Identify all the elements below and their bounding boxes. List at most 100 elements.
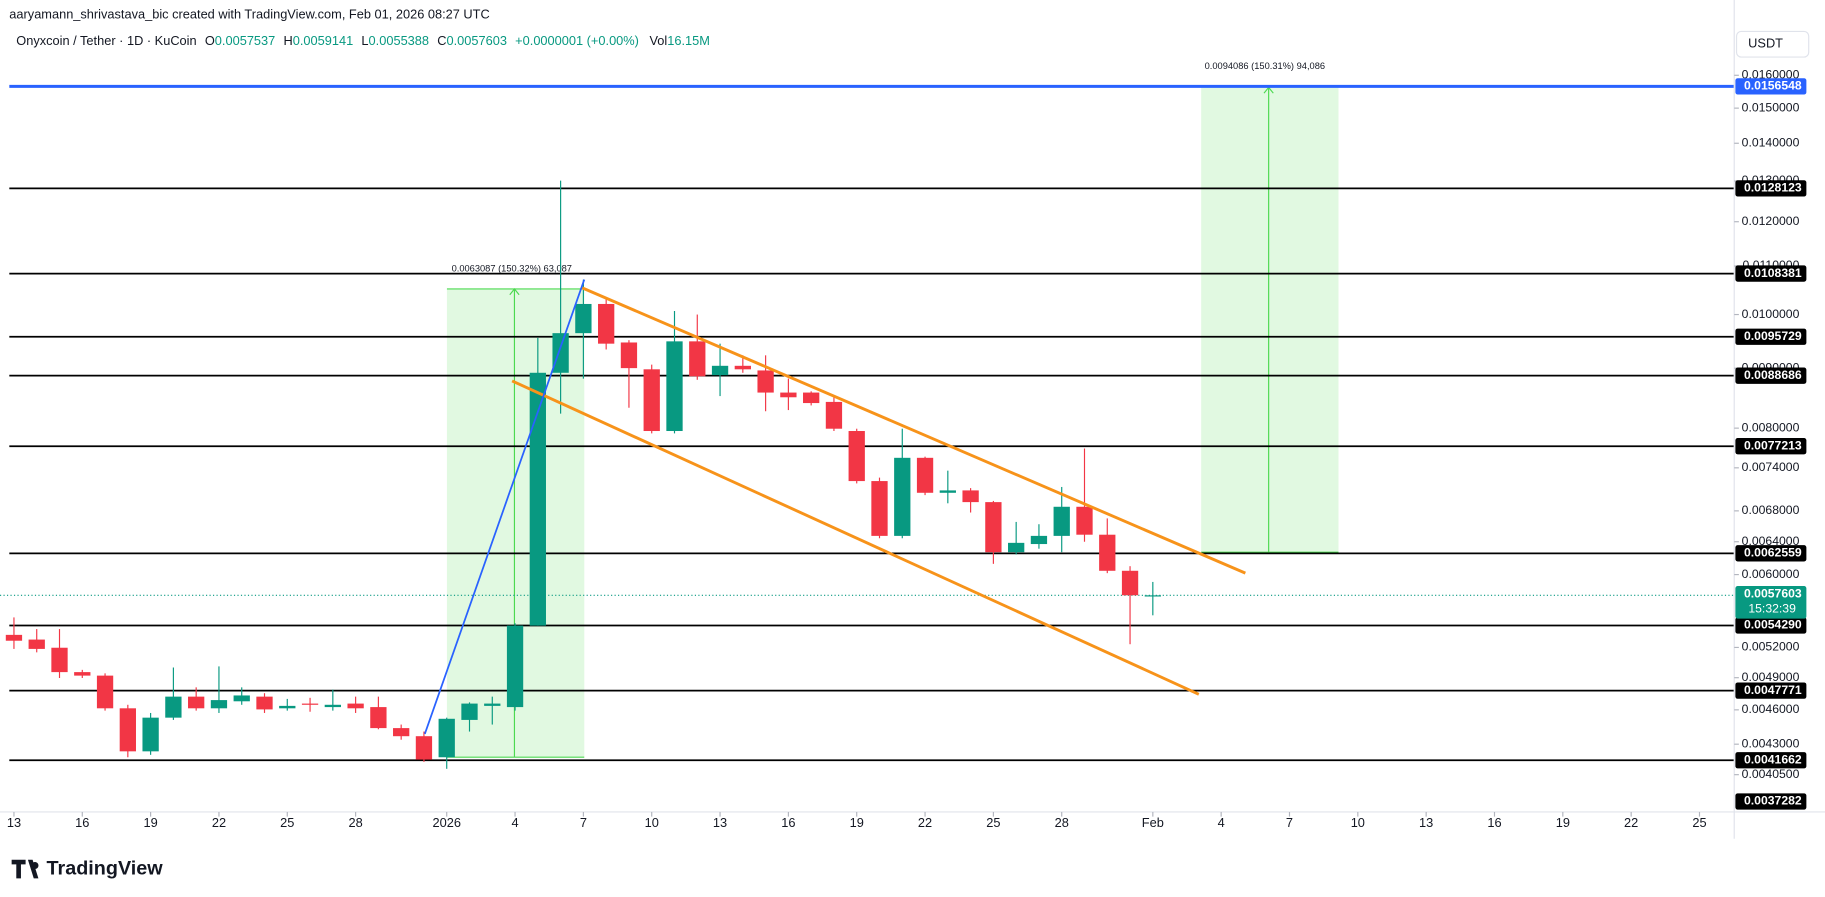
x-tick-label: 13 [1419,815,1433,830]
y-tick-label: 0.0040500 [1742,767,1800,781]
level-label: 0.0062559 [1744,546,1802,560]
x-tick-label: 13 [713,815,727,830]
candle-body [1076,506,1093,535]
candle-body [1121,570,1139,596]
axes: 0.01600000.01500000.01400000.01300000.01… [0,0,1825,839]
candle-body [757,370,774,393]
level-label: 0.0156548 [1744,79,1802,93]
candle-body [142,717,159,752]
level-label: 0.0088686 [1744,368,1802,382]
y-tick-label: 0.0080000 [1742,420,1800,434]
price-label: 0.0057603 [1744,586,1802,600]
candle-body [96,675,114,709]
level-label-box [1735,438,1807,455]
candle-body [871,481,888,536]
y-tick-label: 0.0068000 [1742,503,1800,517]
candle-body [666,341,683,432]
level-label: 0.0128123 [1744,181,1802,195]
low-label-box [1735,793,1807,810]
ohlc-value: 0.0055388 [369,33,429,48]
x-tick-label: Feb [1142,815,1164,830]
candle-body [210,700,228,709]
volume-value: 16.15M [667,33,710,48]
candle-body [5,634,23,641]
x-tick-label: 19 [850,815,864,830]
level-label: 0.0054290 [1744,618,1802,632]
x-tick-label: 19 [144,815,158,830]
x-tick-label: 16 [781,815,795,830]
candle-body [506,625,524,708]
y-tick-label: 0.0060000 [1742,567,1800,581]
x-tick-label: 16 [75,815,89,830]
candle-body [689,341,706,377]
level-label: 0.0047771 [1744,683,1802,697]
y-tick-label: 0.0140000 [1742,135,1800,149]
level-label-box [1735,328,1807,345]
candle-body [985,502,1002,553]
y-tick-label: 0.0064000 [1742,534,1800,548]
candle-body [301,703,319,705]
levels [0,84,1735,762]
x-tick-label: 10 [1351,815,1365,830]
candle-body [598,303,615,344]
x-tick-label: 25 [1692,815,1706,830]
measure-box [1201,87,1339,553]
price-label-box [1735,586,1807,619]
candle-body [279,705,296,709]
ohlc-key: L [361,33,368,48]
ohlc-key: C [437,33,446,48]
ohlc-value: 0.0057537 [215,33,275,48]
countdown: 15:32:39 [1748,602,1796,616]
ohlc-value: 0.0057603 [447,33,507,48]
channel-lower [511,379,1200,696]
ohlc-key: O [205,33,215,48]
level-label-box [1735,180,1807,197]
candle-body [393,728,410,737]
level-label: 0.0095729 [1744,329,1802,343]
candle-body [188,696,205,709]
currency-button[interactable] [1735,30,1810,58]
y-tick-label: 0.0120000 [1742,214,1800,228]
trend-line [424,279,586,735]
legend-header: Onyxcoin / Tether · 1D · KuCoin O0.00575… [16,33,710,48]
x-tick-label: 28 [1055,815,1069,830]
level-label-box [1735,617,1807,634]
candle-body [916,457,934,493]
low-label: 0.0037282 [1744,794,1802,808]
x-tick-label: 7 [580,815,587,830]
candle-body [438,718,455,758]
x-tick-label: 4 [511,815,518,830]
candle-body [1008,542,1025,553]
candle-body [529,372,546,626]
candle-body [484,703,501,706]
candle-body [1099,534,1116,571]
level-label: 0.0077213 [1744,438,1802,452]
y-tick-label: 0.0043000 [1742,736,1800,750]
x-tick-label: 4 [1218,815,1225,830]
x-tick-label: 19 [1556,815,1570,830]
level-label-box [1735,367,1807,384]
candle-body [711,365,729,376]
candle-body [415,736,433,760]
currency[interactable]: USDT [1748,36,1783,51]
candle-body [962,490,979,503]
level-label: 0.0108381 [1744,266,1802,280]
x-tick-label: 22 [1624,815,1638,830]
candle-body [939,490,956,493]
candle-body [461,703,478,720]
x-tick-label: 10 [645,815,659,830]
symbol: Onyxcoin / Tether · 1D · KuCoin [16,33,196,48]
y-tick-label: 0.0160000 [1742,68,1800,82]
candle-body [620,342,638,369]
candle-body [370,707,387,729]
candle-body [1144,595,1161,597]
y-tick-label: 0.0049000 [1742,670,1800,684]
candle-body [74,672,91,676]
level-label-box [1735,752,1807,769]
x-tick-label: 22 [918,815,932,830]
level-label-box [1735,265,1807,282]
x-tick-label: 13 [7,815,21,830]
measure-label: 0.0094086 (150.31%) 94,086 [1205,61,1325,71]
